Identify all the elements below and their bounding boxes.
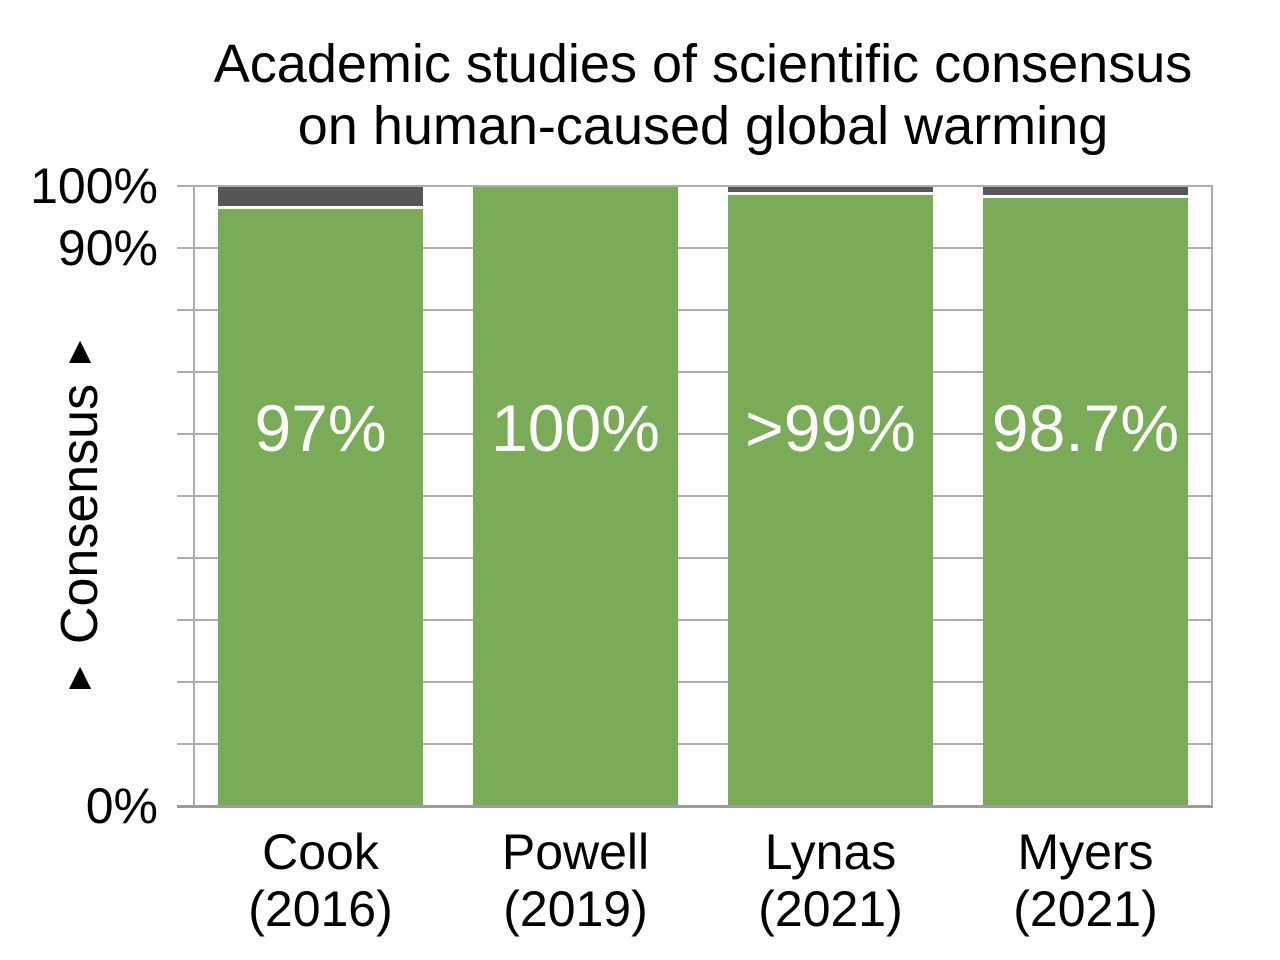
bar-group: >99% (728, 187, 933, 805)
x-axis-label: Cook (2016) (193, 824, 448, 938)
chart-title-line1: Academic studies of scientific consensus (213, 34, 1193, 94)
bar-consensus-segment (218, 209, 423, 805)
up-arrow-icon: ▲ (61, 656, 99, 699)
bar-consensus-segment (983, 198, 1188, 805)
x-axis-label: Lynas (2021) (703, 824, 958, 938)
y-tick-20pct (177, 681, 193, 683)
plot-area: 97% 100% >99% 98.7% (177, 185, 1213, 808)
bar-value-label: 98.7% (991, 391, 1180, 465)
x-axis-label-name: Cook (262, 824, 379, 880)
y-tick-70pct (177, 371, 193, 373)
gridline-30pct (193, 619, 1213, 621)
gridline-10pct (193, 743, 1213, 745)
chart-title: Academic studies of scientific consensus… (193, 33, 1213, 157)
bar-remainder-segment (218, 187, 423, 206)
y-axis-tick-labels: 100% 90% 0% (0, 158, 158, 834)
y-tick-60pct (177, 433, 193, 435)
y-tick-10pct (177, 743, 193, 745)
bar-group: 100% (473, 187, 678, 805)
bar-segment-separator (983, 195, 1188, 198)
bar-value-label: 97% (254, 391, 387, 465)
bar-segment-separator (218, 206, 423, 209)
x-axis-label-name: Lynas (764, 824, 897, 880)
bar-consensus-segment (728, 195, 933, 805)
gridline-90pct (193, 247, 1213, 249)
y-axis-title: ▲ Consensus ▲ (50, 332, 110, 696)
gridline-100pct (193, 185, 1213, 187)
y-tick-90pct (177, 247, 193, 249)
x-axis-label-year: (2021) (758, 881, 903, 937)
gridline-60pct (193, 433, 1213, 435)
bar-remainder-segment (983, 187, 1188, 195)
x-axis-label-name: Powell (501, 824, 650, 880)
x-axis-label-name: Myers (1017, 824, 1154, 880)
bar-value-label: 100% (491, 391, 660, 465)
y-tick-80pct (177, 309, 193, 311)
bar-group: 97% (218, 187, 423, 805)
gridline-50pct (193, 495, 1213, 497)
y-tick-50pct (177, 495, 193, 497)
bar-value-label: >99% (745, 391, 916, 465)
y-tick-label-100pct: 100% (30, 158, 158, 214)
x-axis-label: Powell (2019) (448, 824, 703, 938)
bar-consensus-segment (473, 187, 678, 805)
bar-segment-separator (728, 192, 933, 195)
x-axis-label: Myers (2021) (958, 824, 1213, 938)
x-axis-line (177, 805, 1213, 808)
bar-group: 98.7% (983, 187, 1188, 805)
y-tick-40pct (177, 557, 193, 559)
x-axis-label-year: (2016) (248, 881, 393, 937)
x-axis-label-year: (2019) (503, 881, 648, 937)
y-tick-label-0pct: 0% (85, 778, 158, 834)
gridline-20pct (193, 681, 1213, 683)
y-tick-30pct (177, 619, 193, 621)
gridline-80pct (193, 309, 1213, 311)
x-axis-label-year: (2021) (1013, 881, 1158, 937)
up-arrow-icon: ▲ (61, 329, 99, 372)
bar-remainder-segment (728, 187, 933, 192)
y-tick-100pct (177, 185, 193, 187)
gridline-70pct (193, 371, 1213, 373)
gridline-40pct (193, 557, 1213, 559)
y-tick-label-90pct: 90% (57, 220, 158, 276)
chart-title-line2: on human-caused global warming (297, 96, 1109, 156)
